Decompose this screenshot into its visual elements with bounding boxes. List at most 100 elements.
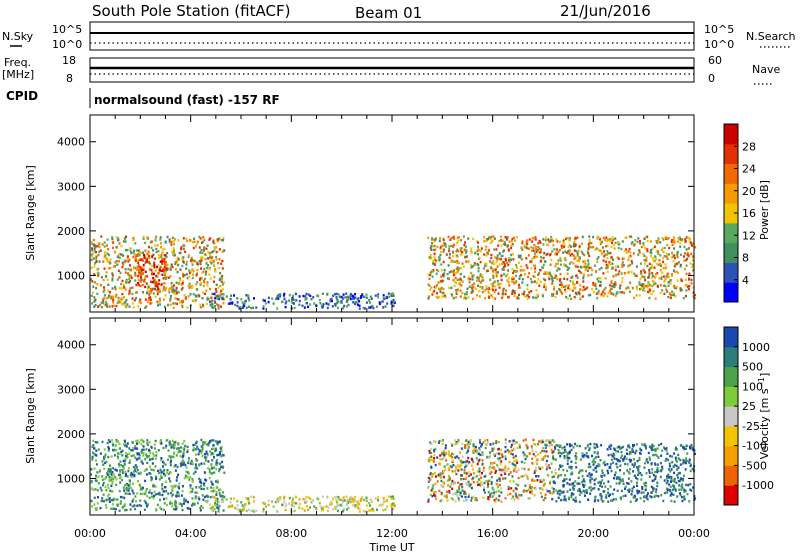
echo-cell bbox=[577, 476, 580, 480]
echo-cell bbox=[159, 246, 162, 249]
echo-cell bbox=[543, 449, 546, 453]
echo-cell bbox=[598, 464, 601, 467]
echo-cell bbox=[675, 270, 678, 274]
echo-cell bbox=[440, 479, 443, 483]
echo-cell bbox=[304, 498, 307, 501]
echo-cell bbox=[554, 265, 557, 268]
echo-cell bbox=[145, 503, 148, 506]
echo-cell bbox=[646, 248, 649, 251]
echo-cell bbox=[119, 299, 122, 302]
echo-cell bbox=[283, 495, 286, 499]
echo-cell bbox=[139, 269, 142, 272]
echo-cell bbox=[108, 253, 111, 257]
echo-cell bbox=[672, 238, 675, 241]
echo-cell bbox=[115, 469, 118, 472]
echo-cell bbox=[115, 483, 118, 487]
echo-cell bbox=[478, 279, 481, 282]
echo-cell bbox=[433, 457, 436, 460]
echo-cell bbox=[492, 260, 495, 263]
echo-cell bbox=[195, 486, 198, 489]
echo-cell bbox=[390, 294, 393, 297]
echo-cell bbox=[439, 454, 442, 457]
echo-cell bbox=[164, 474, 167, 477]
echo-cell bbox=[671, 243, 674, 247]
echo-cell bbox=[161, 248, 164, 251]
echo-cell bbox=[174, 262, 177, 265]
echo-cell bbox=[114, 285, 117, 289]
echo-cell bbox=[546, 466, 549, 469]
echo-cell bbox=[205, 261, 208, 265]
echo-cell bbox=[562, 244, 565, 247]
echo-cell bbox=[222, 297, 225, 301]
echo-cell bbox=[592, 246, 595, 249]
echo-cell bbox=[622, 257, 625, 260]
echo-cell bbox=[455, 291, 458, 294]
echo-cell bbox=[686, 257, 689, 260]
echo-cell bbox=[452, 498, 454, 501]
echo-cell bbox=[123, 303, 126, 306]
echo-cell bbox=[473, 472, 476, 475]
echo-cell bbox=[659, 291, 662, 295]
echo-cell bbox=[203, 471, 206, 474]
echo-cell bbox=[195, 274, 198, 277]
echo-cell bbox=[556, 269, 559, 272]
echo-cell bbox=[144, 479, 147, 483]
power-colorbar-tick-label: 16 bbox=[742, 207, 756, 220]
echo-cell bbox=[109, 479, 112, 482]
echo-cell bbox=[92, 285, 95, 288]
echo-cell bbox=[461, 495, 463, 498]
echo-cell bbox=[542, 243, 545, 246]
echo-cell bbox=[217, 305, 220, 309]
echo-cell bbox=[440, 268, 443, 272]
echo-cell bbox=[140, 301, 143, 305]
echo-cell bbox=[493, 280, 496, 283]
echo-cell bbox=[552, 456, 554, 459]
echo-cell bbox=[335, 296, 338, 299]
echo-cell bbox=[514, 274, 517, 278]
echo-cell bbox=[501, 455, 504, 458]
echo-cell bbox=[499, 457, 502, 460]
echo-cell bbox=[473, 476, 476, 479]
echo-cell bbox=[151, 462, 154, 465]
echo-cell bbox=[602, 482, 605, 485]
echo-cell bbox=[159, 506, 162, 509]
echo-cell bbox=[502, 268, 505, 271]
echo-cell bbox=[610, 281, 613, 284]
echo-cell bbox=[593, 483, 596, 486]
ytick-label: 1000 bbox=[57, 472, 85, 485]
echo-cell bbox=[610, 256, 613, 259]
echo-cell bbox=[203, 277, 206, 281]
echo-cell bbox=[430, 451, 433, 455]
echo-cell bbox=[93, 273, 96, 276]
echo-cell bbox=[635, 498, 638, 501]
echo-cell bbox=[214, 502, 217, 505]
echo-cell bbox=[247, 508, 250, 511]
echo-cell bbox=[523, 273, 526, 276]
echo-cell bbox=[648, 272, 651, 275]
echo-cell bbox=[585, 452, 588, 455]
echo-cell bbox=[500, 296, 503, 300]
echo-cell bbox=[485, 269, 488, 273]
echo-cell bbox=[365, 499, 368, 502]
echo-cell bbox=[665, 285, 668, 288]
echo-cell bbox=[192, 472, 195, 475]
echo-cell bbox=[468, 474, 471, 478]
echo-cell bbox=[151, 495, 154, 498]
echo-cell bbox=[670, 499, 673, 503]
echo-cell bbox=[479, 484, 482, 488]
echo-cell bbox=[685, 483, 688, 487]
echo-cell bbox=[667, 474, 670, 477]
echo-cell bbox=[181, 463, 184, 467]
echo-cell bbox=[658, 259, 661, 262]
echo-cell bbox=[512, 480, 515, 483]
echo-cell bbox=[469, 278, 472, 281]
echo-cell bbox=[168, 288, 171, 291]
echo-cell bbox=[639, 447, 642, 450]
echo-cell bbox=[114, 468, 117, 471]
echo-cell bbox=[217, 307, 220, 310]
echo-cell bbox=[169, 268, 172, 271]
echo-cell bbox=[267, 300, 270, 304]
echo-cell bbox=[176, 465, 179, 469]
echo-cell bbox=[334, 506, 337, 509]
echo-cell bbox=[443, 450, 446, 453]
